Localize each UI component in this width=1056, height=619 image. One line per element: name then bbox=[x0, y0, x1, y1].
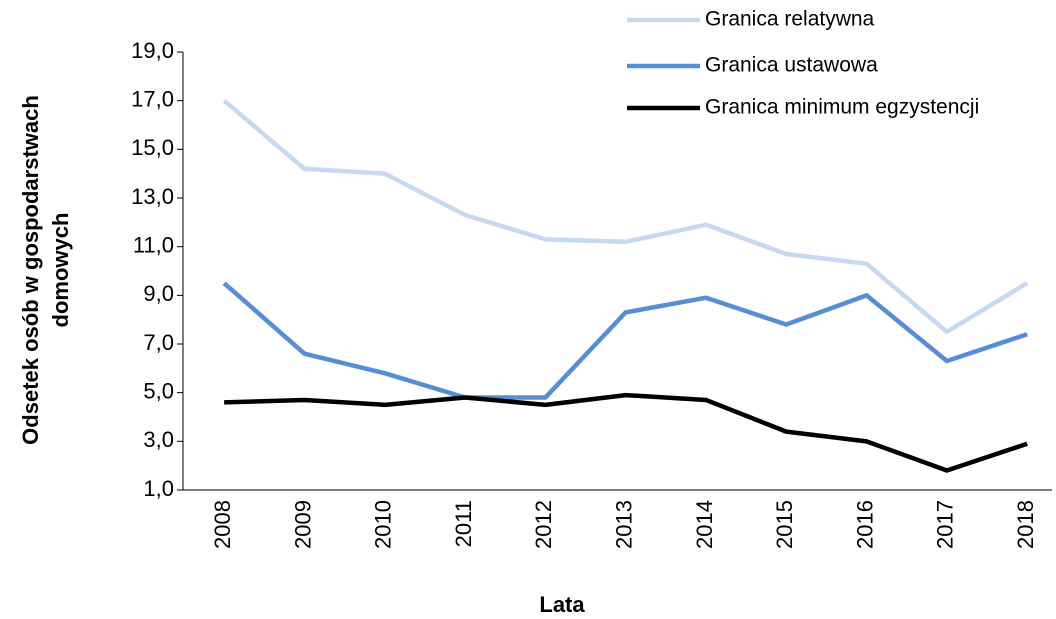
x-tick-label: 2013 bbox=[611, 500, 636, 549]
series-line bbox=[222, 281, 1028, 400]
y-tick-label: 5,0 bbox=[143, 378, 174, 403]
x-tick-label: 2009 bbox=[290, 500, 315, 549]
legend-label: Granica minimum egzystencji bbox=[705, 96, 979, 119]
x-tick-label: 2017 bbox=[933, 500, 958, 549]
series-line bbox=[222, 98, 1029, 335]
legend-label: Granica ustawowa bbox=[705, 54, 878, 77]
y-tick-label: 7,0 bbox=[143, 330, 174, 355]
x-tick-label: 2016 bbox=[852, 500, 877, 549]
y-tick-label: 17,0 bbox=[131, 86, 174, 111]
x-tick-label: 2015 bbox=[772, 500, 797, 549]
y-axis-label: Odsetek osób w gospodarstwach bbox=[18, 95, 43, 445]
x-tick-label: 2011 bbox=[451, 500, 476, 547]
y-tick-label: 9,0 bbox=[143, 281, 174, 306]
y-tick-label: 19,0 bbox=[131, 38, 174, 63]
y-tick-label: 11,0 bbox=[133, 232, 174, 257]
x-tick-label: 2008 bbox=[210, 500, 235, 549]
legend-label: Granica relatywna bbox=[705, 8, 875, 31]
y-axis-label: domowych bbox=[48, 213, 73, 328]
x-tick-label: 2014 bbox=[692, 500, 717, 549]
y-tick-label: 15,0 bbox=[131, 135, 174, 160]
x-axis-label: Lata bbox=[539, 592, 585, 617]
y-tick-label: 1,0 bbox=[143, 476, 174, 501]
x-tick-label: 2018 bbox=[1013, 500, 1038, 549]
x-tick-label: 2010 bbox=[371, 500, 396, 549]
y-tick-label: 13,0 bbox=[131, 184, 174, 209]
series-line bbox=[224, 392, 1028, 473]
x-tick-label: 2012 bbox=[531, 500, 556, 549]
y-tick-label: 3,0 bbox=[143, 427, 174, 452]
